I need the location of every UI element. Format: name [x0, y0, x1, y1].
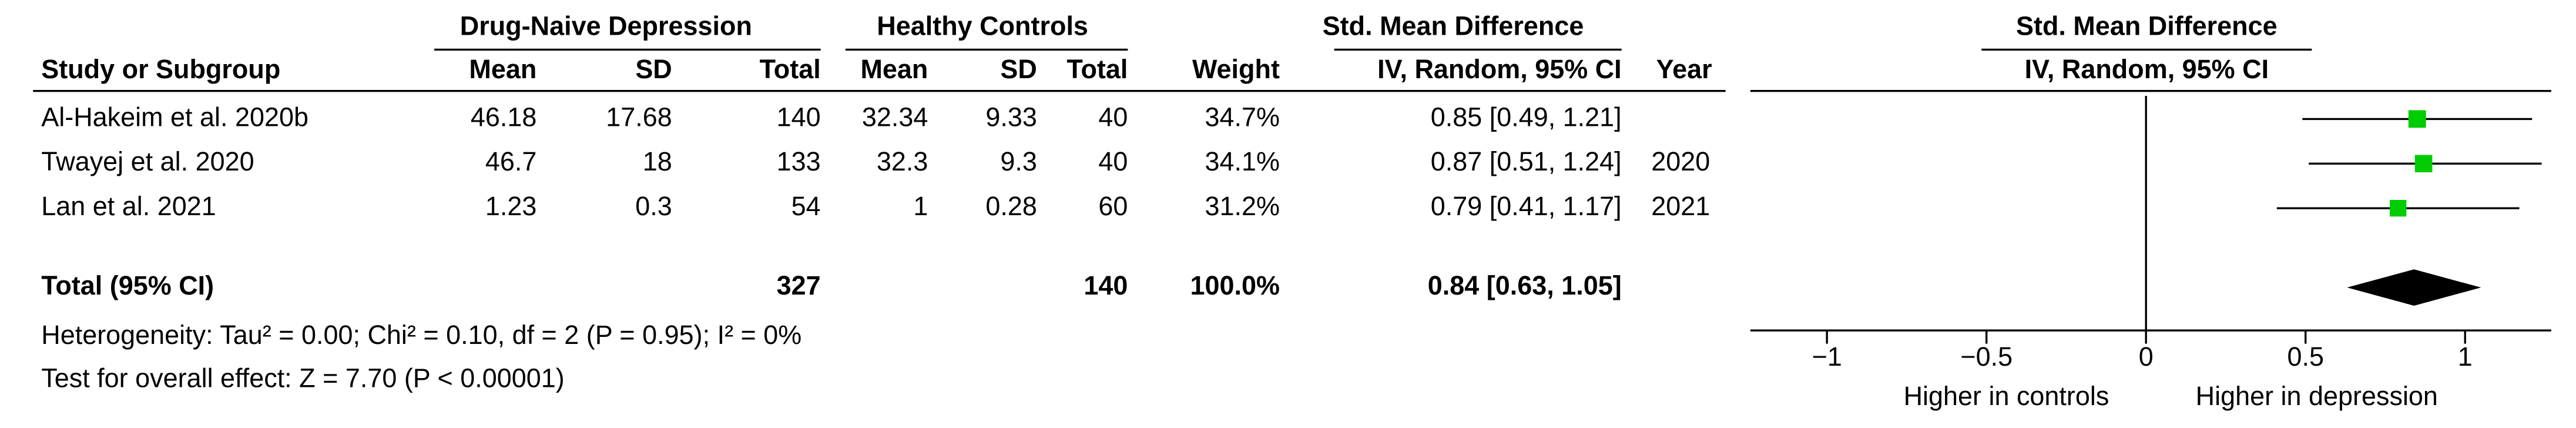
x-tick-label: −0.5 [1960, 342, 2012, 372]
study-cell: 32.34 [862, 102, 928, 132]
total-label: Total (95% CI) [41, 270, 214, 300]
column-header: Study or Subgroup [41, 54, 280, 84]
total-cell: 327 [777, 270, 821, 300]
study-year: 2020 [1651, 146, 1710, 176]
column-header: Weight [1192, 54, 1280, 84]
study-cell: 0.79 [0.41, 1.17] [1431, 191, 1622, 221]
study-cell: 9.33 [985, 102, 1037, 132]
study-name: Lan et al. 2021 [41, 191, 216, 221]
total-cell: 140 [1084, 270, 1128, 300]
study-cell: 140 [777, 102, 821, 132]
study-cell: 18 [643, 146, 672, 176]
study-cell: 40 [1098, 146, 1128, 176]
study-cell: 46.7 [485, 146, 537, 176]
study-cell: 1.23 [485, 191, 537, 221]
column-header: SD [1000, 54, 1037, 84]
total-cell: 100.0% [1190, 270, 1279, 300]
study-cell: 0.3 [635, 191, 672, 221]
column-header: IV, Random, 95% CI [1377, 54, 1622, 84]
study-year: 2021 [1651, 191, 1710, 221]
study-cell: 60 [1098, 191, 1128, 221]
x-tick-label: 0.5 [2287, 342, 2324, 372]
study-cell: 32.3 [877, 146, 928, 176]
study-cell: 0.85 [0.49, 1.21] [1431, 102, 1622, 132]
study-cell: 0.28 [985, 191, 1037, 221]
point-estimate [2408, 110, 2426, 128]
x-tick-label: 1 [2458, 342, 2473, 372]
group-header: Std. Mean Difference [1323, 11, 1584, 41]
x-axis-label: Higher in controls [1904, 381, 2109, 411]
study-name: Twayej et al. 2020 [41, 146, 254, 176]
column-header: Mean [469, 54, 536, 84]
column-header: Total [760, 54, 821, 84]
study-cell: 133 [777, 146, 821, 176]
study-cell: 40 [1098, 102, 1128, 132]
x-tick-label: 0 [2139, 342, 2154, 372]
overall-effect: Test for overall effect: Z = 7.70 (P < 0… [41, 363, 564, 393]
x-axis-label: Higher in depression [2196, 381, 2438, 411]
study-cell: 9.3 [1000, 146, 1037, 176]
study-name: Al-Hakeim et al. 2020b [41, 102, 308, 132]
column-header: IV, Random, 95% CI [2025, 54, 2269, 84]
point-estimate [2414, 155, 2433, 173]
study-cell: 31.2% [1205, 191, 1279, 221]
point-estimate [2390, 200, 2407, 217]
total-cell: 0.84 [0.63, 1.05] [1428, 270, 1622, 300]
study-cell: 34.1% [1205, 146, 1279, 176]
heterogeneity: Heterogeneity: Tau² = 0.00; Chi² = 0.10,… [41, 320, 801, 350]
column-header: SD [635, 54, 672, 84]
study-cell: 46.18 [471, 102, 536, 132]
study-cell: 1 [913, 191, 928, 221]
x-tick-label: −1 [1812, 342, 1842, 372]
group-header: Healthy Controls [877, 11, 1088, 41]
study-cell: 0.87 [0.51, 1.24] [1431, 146, 1622, 176]
study-cell: 34.7% [1205, 102, 1279, 132]
group-header: Std. Mean Difference [2016, 11, 2278, 41]
column-header: Year [1656, 54, 1712, 84]
column-header: Total [1066, 54, 1128, 84]
study-cell: 17.68 [606, 102, 672, 132]
column-header: Mean [860, 54, 928, 84]
group-header: Drug-Naive Depression [460, 11, 752, 41]
study-cell: 54 [791, 191, 821, 221]
pooled-diamond [2347, 269, 2481, 306]
